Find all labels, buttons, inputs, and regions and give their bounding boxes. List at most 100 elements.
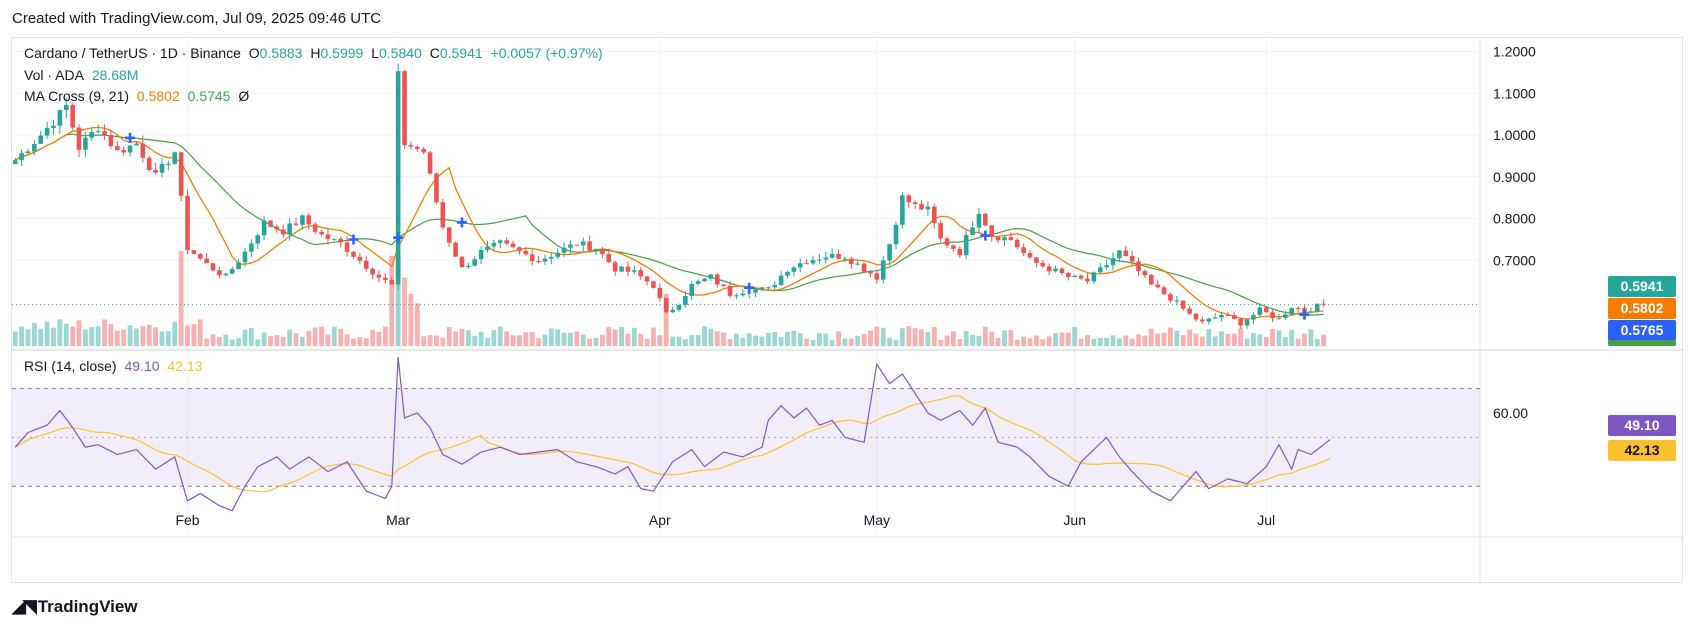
volume-bar: [925, 332, 931, 346]
volume-bar: [414, 303, 420, 346]
volume-bar: [785, 331, 790, 346]
candle-body: [446, 227, 452, 243]
volume-bar: [293, 333, 299, 346]
volume-bar: [351, 338, 356, 346]
cross-marker: [980, 230, 991, 241]
candle-body: [414, 146, 420, 150]
cross-marker: [744, 282, 755, 293]
volume-bar: [274, 335, 280, 346]
candle-body: [606, 254, 612, 263]
volume-bar: [536, 338, 541, 346]
volume-bar: [714, 331, 720, 346]
volume-bar: [912, 328, 918, 346]
candle-body: [1161, 287, 1167, 295]
candle-body: [1136, 261, 1141, 272]
volume-bar: [676, 336, 682, 346]
volume-bar: [682, 339, 688, 346]
volume-bar: [740, 337, 746, 346]
volume-bar: [1155, 333, 1161, 346]
open-label: O: [248, 45, 260, 61]
candle-body: [1168, 294, 1173, 301]
candle-body: [542, 258, 548, 262]
volume-bar: [370, 329, 376, 346]
volume-bar: [555, 329, 561, 346]
candle-body: [115, 146, 120, 151]
candle-body: [191, 250, 197, 254]
candle-body: [510, 243, 516, 248]
candle-body: [204, 258, 209, 264]
high-label: H: [310, 45, 321, 61]
candle-body: [159, 163, 165, 173]
candle-body: [963, 235, 969, 256]
volume-bar: [402, 277, 407, 346]
volume-bar: [338, 328, 344, 346]
volume-bar: [319, 326, 324, 346]
candle-body: [1097, 267, 1103, 273]
volume-bar: [702, 326, 707, 346]
volume-bar: [408, 293, 414, 346]
tradingview-brand[interactable]: ◢◥ TradingView: [12, 596, 138, 617]
ma-slow-tag: 0.5765: [1608, 320, 1676, 341]
candle-body: [797, 263, 803, 268]
candle-body: [293, 223, 299, 225]
volume-bar: [1289, 329, 1295, 346]
candle-body: [63, 104, 69, 111]
volume-bar: [1142, 335, 1148, 346]
volume-bar: [102, 319, 107, 346]
candle-body: [612, 262, 618, 272]
candle-body: [1193, 313, 1199, 320]
volume-bar: [312, 327, 318, 346]
volume-bar: [1072, 326, 1078, 346]
candle-body: [504, 240, 509, 244]
volume-bar: [1199, 336, 1205, 346]
candle-body: [25, 151, 31, 154]
candle-body: [842, 258, 848, 260]
open-value: 0.5883: [259, 45, 303, 61]
volume-bar: [376, 331, 382, 346]
candle-body: [1053, 268, 1058, 272]
candle-body: [242, 251, 248, 263]
volume-bar: [746, 333, 752, 346]
candle-body: [1200, 319, 1205, 322]
candle-body: [931, 206, 937, 224]
candle-body: [185, 195, 190, 251]
candle-body: [906, 195, 912, 203]
volume-bar: [663, 293, 669, 346]
candle-body: [12, 160, 18, 165]
volume-bars: [12, 251, 1327, 346]
candle-body: [944, 238, 950, 246]
volume-bar: [1180, 334, 1186, 346]
volume-bar: [1161, 332, 1167, 346]
candle-body: [957, 248, 963, 256]
candle-body: [1212, 317, 1218, 319]
candle-body: [102, 131, 107, 136]
ma-fast-tag: 0.5802: [1608, 298, 1676, 319]
candle-body: [127, 145, 133, 153]
candle-body: [383, 277, 388, 280]
candle-body: [753, 289, 758, 293]
volume-bar: [644, 338, 650, 346]
candle-body: [632, 270, 637, 272]
candle-body: [817, 259, 822, 261]
ohlc-low: L0.5840: [371, 45, 422, 61]
volume-bar: [529, 332, 535, 346]
price-tick-label: 1.0000: [1493, 127, 1536, 143]
volume-bar: [631, 327, 637, 346]
volume-bar: [842, 338, 848, 346]
volume-bar: [1295, 338, 1301, 346]
cross-marker: [393, 232, 404, 243]
time-tick-label: May: [864, 512, 890, 528]
created-caption: Created with TradingView.com, Jul 09, 20…: [12, 10, 382, 27]
volume-bar: [1078, 338, 1084, 346]
volume-bar: [816, 333, 822, 346]
volume-value: 28.68M: [91, 67, 139, 83]
candle-body: [785, 271, 790, 276]
candle-body: [976, 213, 982, 228]
candle-body: [874, 273, 880, 280]
volume-bar: [1059, 332, 1065, 346]
volume-bar: [1270, 329, 1275, 346]
volume-bar: [382, 326, 388, 346]
volume-bar: [855, 335, 861, 346]
time-tick-label: Jul: [1257, 512, 1275, 528]
